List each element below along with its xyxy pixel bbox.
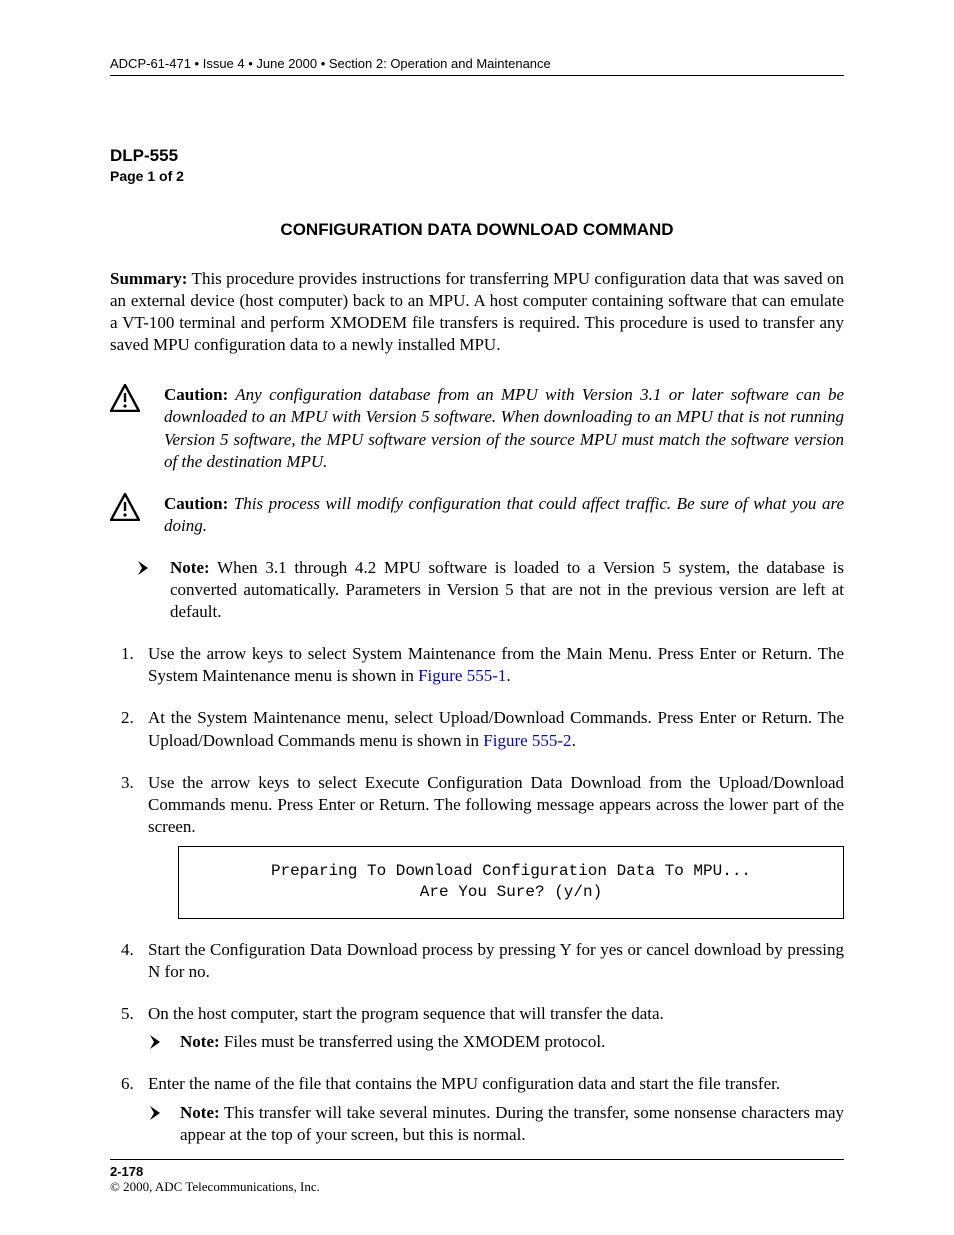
note-block-6: Note: This transfer will take several mi… xyxy=(148,1102,844,1146)
note-body: When 3.1 through 4.2 MPU software is loa… xyxy=(170,558,844,621)
step-5: On the host computer, start the program … xyxy=(138,1003,844,1053)
summary-paragraph: Summary: This procedure provides instruc… xyxy=(110,268,844,356)
step-text: Enter the name of the file that contains… xyxy=(148,1074,780,1093)
summary-text: This procedure provides instructions for… xyxy=(110,269,844,354)
caution-body: Any configuration database from an MPU w… xyxy=(164,385,844,470)
note-label: Note: xyxy=(180,1103,220,1122)
step-text: . xyxy=(506,666,510,685)
step-1: Use the arrow keys to select System Main… xyxy=(138,643,844,687)
page-footer: 2-178 © 2000, ADC Telecommunications, In… xyxy=(110,1159,844,1195)
caution-block-2: Caution: This process will modify config… xyxy=(110,493,844,537)
step-4: Start the Configuration Data Download pr… xyxy=(138,939,844,983)
step-text: On the host computer, start the program … xyxy=(148,1004,664,1023)
terminal-line: Preparing To Download Configuration Data… xyxy=(189,861,833,883)
page-indicator: Page 1 of 2 xyxy=(110,168,844,184)
figure-link[interactable]: Figure 555-2 xyxy=(483,731,571,750)
caution-icon xyxy=(110,384,164,412)
footer-page-number: 2-178 xyxy=(110,1164,844,1179)
dlp-identifier: DLP-555 xyxy=(110,146,844,166)
step-text: Use the arrow keys to select Execute Con… xyxy=(148,773,844,836)
step-6: Enter the name of the file that contains… xyxy=(138,1073,844,1145)
section-title: CONFIGURATION DATA DOWNLOAD COMMAND xyxy=(110,220,844,240)
step-text: . xyxy=(572,731,576,750)
note-arrow-icon xyxy=(136,557,170,577)
note-block-5: Note: Files must be transferred using th… xyxy=(148,1031,844,1053)
step-2: At the System Maintenance menu, select U… xyxy=(138,707,844,751)
note-arrow-icon xyxy=(148,1031,180,1051)
note-body: Files must be transferred using the XMOD… xyxy=(220,1032,606,1051)
figure-link[interactable]: Figure 555-1 xyxy=(418,666,506,685)
running-header: ADCP-61-471 • Issue 4 • June 2000 • Sect… xyxy=(110,56,844,76)
note-block-1: Note: When 3.1 through 4.2 MPU software … xyxy=(136,557,844,623)
note-body: This transfer will take several minutes.… xyxy=(180,1103,844,1144)
procedure-steps: Use the arrow keys to select System Main… xyxy=(110,643,844,1146)
terminal-output: Preparing To Download Configuration Data… xyxy=(178,846,844,919)
step-3: Use the arrow keys to select Execute Con… xyxy=(138,772,844,919)
caution-block-1: Caution: Any configuration database from… xyxy=(110,384,844,472)
step-text: Start the Configuration Data Download pr… xyxy=(148,940,844,981)
summary-label: Summary: xyxy=(110,269,187,288)
note-arrow-icon xyxy=(148,1102,180,1122)
caution-body: This process will modify configuration t… xyxy=(164,494,844,535)
document-page: ADCP-61-471 • Issue 4 • June 2000 • Sect… xyxy=(0,0,954,1235)
caution-label: Caution: xyxy=(164,494,228,513)
note-label: Note: xyxy=(170,558,210,577)
caution-label: Caution: xyxy=(164,385,228,404)
footer-copyright: © 2000, ADC Telecommunications, Inc. xyxy=(110,1179,844,1195)
caution-icon xyxy=(110,493,164,521)
note-label: Note: xyxy=(180,1032,220,1051)
terminal-line: Are You Sure? (y/n) xyxy=(189,882,833,904)
